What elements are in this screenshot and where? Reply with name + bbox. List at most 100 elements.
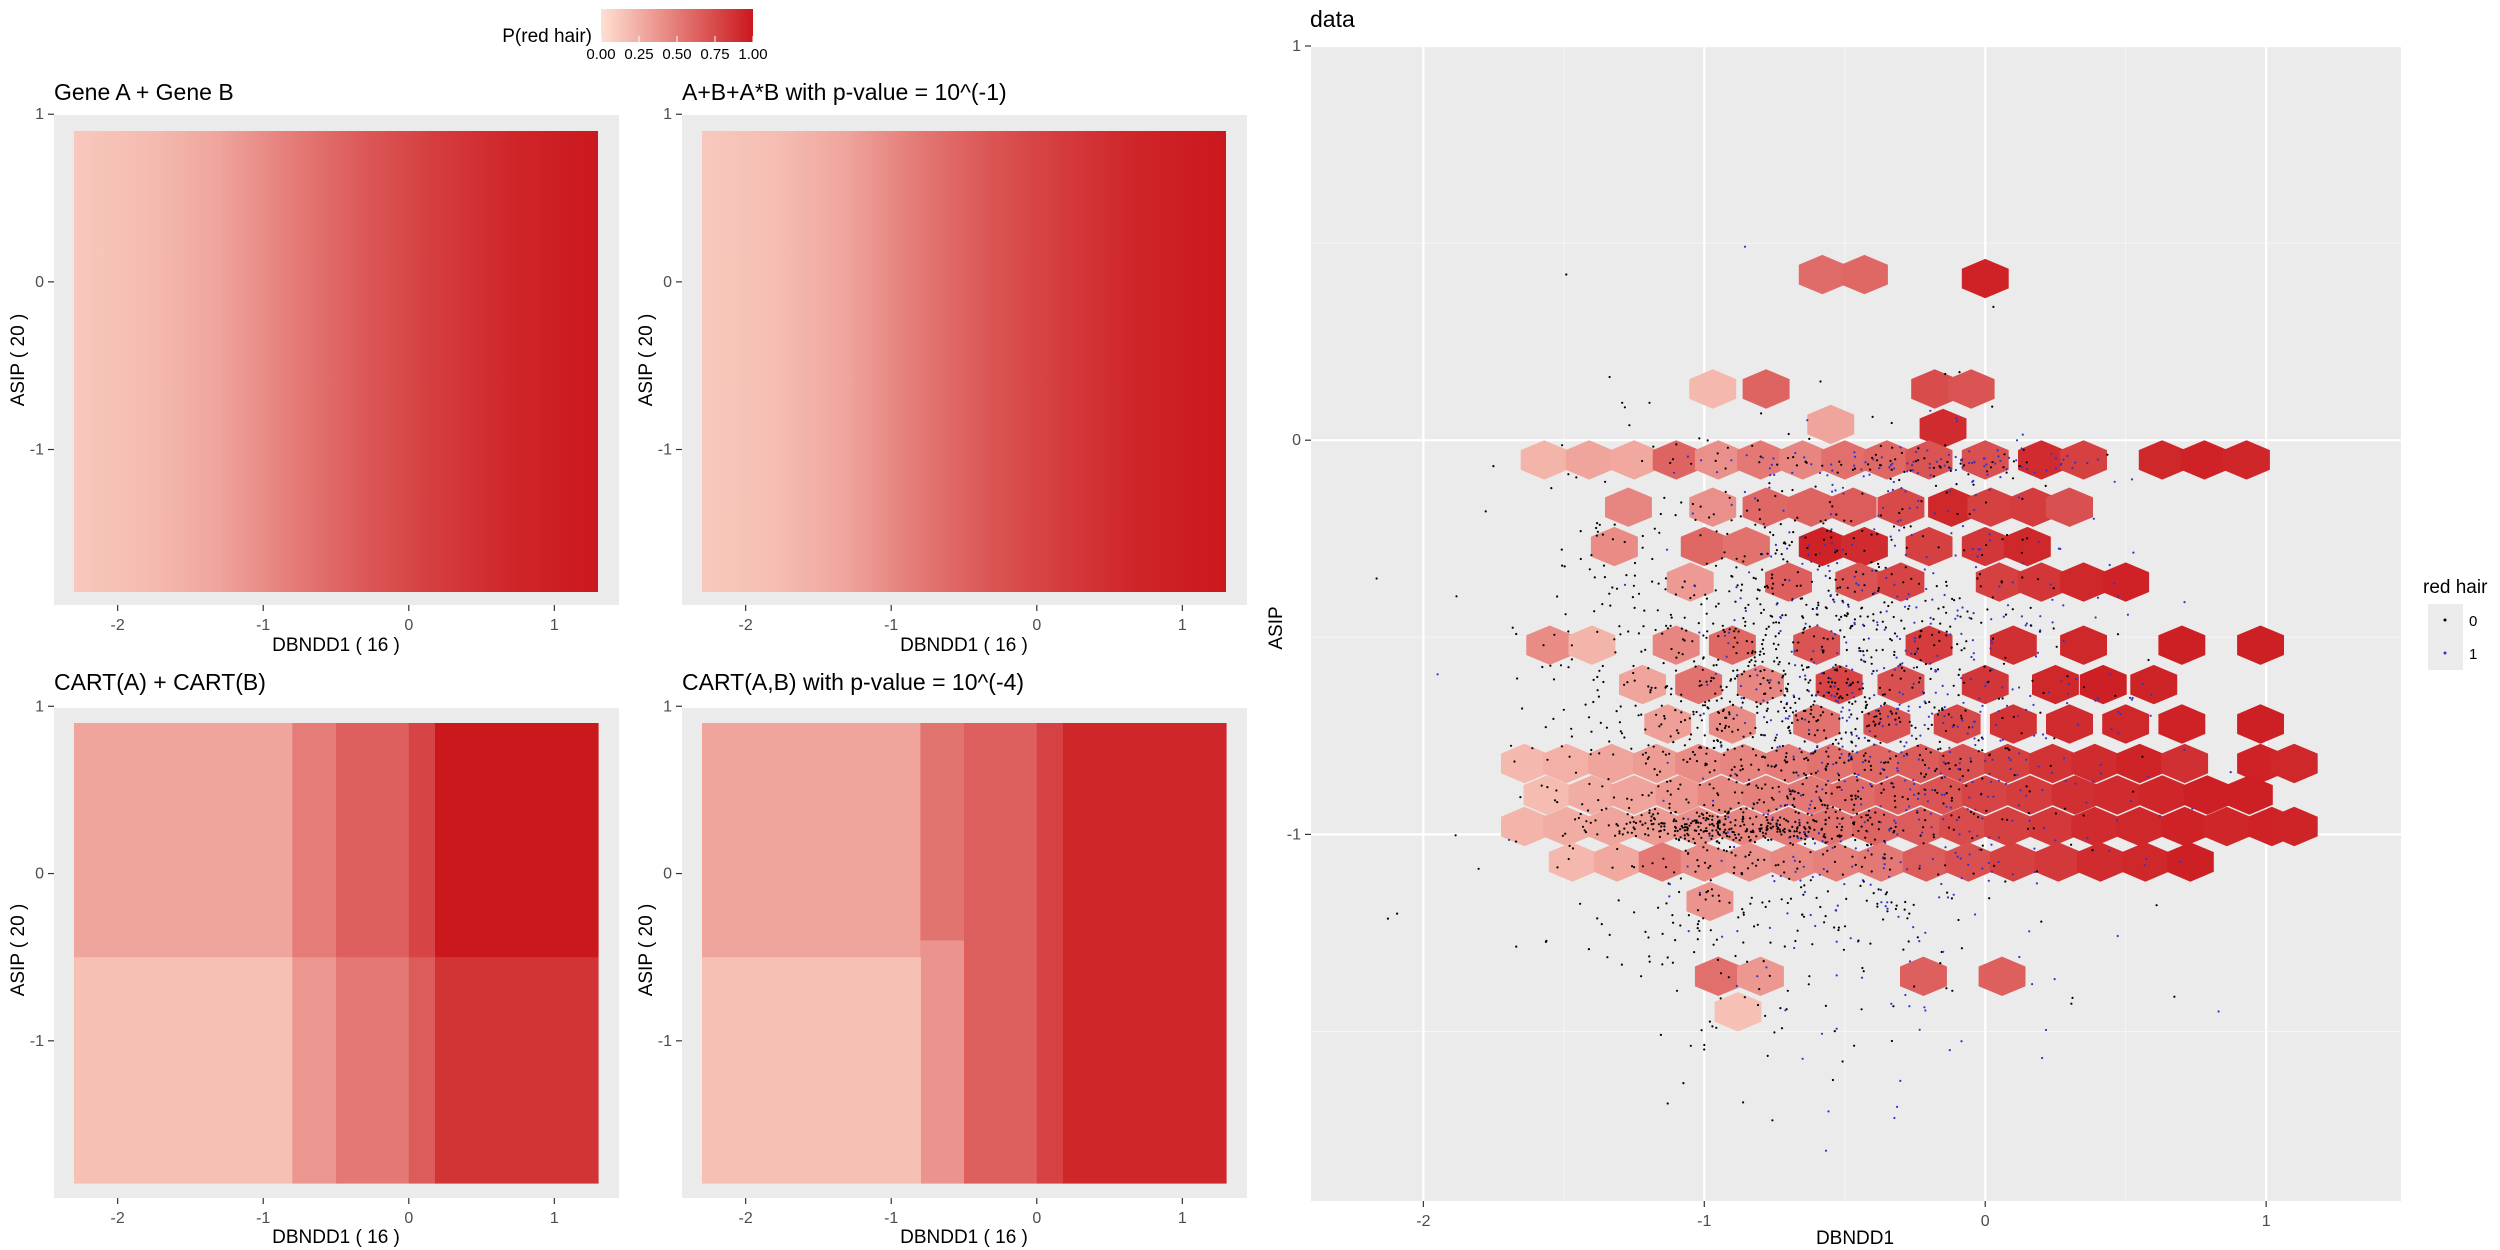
data-point <box>2108 563 2111 567</box>
data-point <box>1910 652 1913 655</box>
data-point <box>1723 634 1727 637</box>
data-point <box>1812 716 1815 719</box>
data-point <box>1770 765 1773 768</box>
data-point <box>1782 669 1785 672</box>
data-point <box>1843 519 1846 522</box>
data-point <box>1605 726 1608 729</box>
data-point <box>2006 704 2009 708</box>
data-point <box>1870 533 1873 536</box>
data-point <box>1990 780 1993 783</box>
data-point <box>1824 783 1828 786</box>
data-point <box>1877 828 1880 831</box>
data-point <box>1821 803 1824 806</box>
data-point <box>1763 858 1766 861</box>
data-point <box>1732 717 1735 720</box>
data-point <box>1917 459 1920 462</box>
data-point <box>1714 589 1717 592</box>
hexbin <box>2161 806 2209 847</box>
data-point <box>1985 463 1988 466</box>
data-point <box>1820 645 1824 648</box>
data-point <box>1883 863 1886 866</box>
data-point <box>1683 639 1686 642</box>
data-point <box>1989 466 1993 469</box>
x-axis-label: DBNDD1 ( 16 ) <box>900 635 1028 656</box>
data-point <box>1898 637 1902 641</box>
data-point <box>1816 745 1819 748</box>
data-point <box>1899 446 1902 449</box>
data-point <box>1940 776 1943 780</box>
data-point <box>1799 794 1803 797</box>
data-point <box>1663 825 1666 828</box>
data-point <box>1546 786 1549 789</box>
data-point <box>1876 533 1879 536</box>
data-point <box>1783 779 1786 782</box>
x-axis-label: DBNDD1 ( 16 ) <box>272 635 400 656</box>
data-point <box>1736 693 1739 697</box>
data-point <box>1955 417 1958 420</box>
data-point <box>1870 853 1873 856</box>
data-point <box>1825 750 1828 753</box>
data-point <box>1893 632 1897 635</box>
data-point <box>1788 836 1791 839</box>
data-point <box>1735 714 1739 717</box>
data-point <box>1603 576 1606 579</box>
data-point <box>1848 701 1851 704</box>
data-point <box>1910 577 1913 581</box>
data-point <box>1960 649 1963 652</box>
data-point <box>1618 721 1621 724</box>
data-point <box>1884 841 1887 844</box>
data-point <box>1871 823 1874 826</box>
data-point <box>1811 875 1814 879</box>
data-point <box>1987 680 1990 683</box>
data-point <box>1841 716 1844 720</box>
data-point <box>1652 745 1655 748</box>
data-point <box>1835 825 1839 829</box>
hexbin <box>1911 369 1959 409</box>
hexbin <box>2046 704 2093 744</box>
data-point <box>1669 693 1673 696</box>
data-point <box>1792 855 1795 859</box>
data-point <box>1695 760 1698 763</box>
data-point <box>1949 750 1952 754</box>
data-point <box>1784 755 1788 759</box>
data-point <box>1944 762 1947 765</box>
data-point <box>1669 811 1672 814</box>
data-point <box>1560 548 1563 551</box>
x-tick-label: 0 <box>1981 1213 1990 1230</box>
data-point <box>1777 826 1780 830</box>
data-point <box>1866 649 1869 652</box>
data-point <box>1727 725 1730 728</box>
data-point <box>1887 490 1890 493</box>
data-point <box>1891 462 1894 465</box>
x-tick-label: -1 <box>1697 1213 1711 1230</box>
data-point <box>2132 790 2135 793</box>
data-point <box>1841 548 1844 552</box>
data-point <box>1707 866 1710 870</box>
data-point <box>1823 729 1826 732</box>
data-point <box>1781 720 1784 723</box>
data-point <box>1854 797 1857 800</box>
data-point <box>1740 589 1743 592</box>
data-point <box>2145 858 2148 861</box>
data-point <box>1759 650 1762 653</box>
data-point <box>2005 467 2008 471</box>
data-point <box>1962 701 1965 704</box>
data-point <box>1704 762 1707 765</box>
data-point <box>1949 625 1952 628</box>
data-point <box>1921 535 1925 538</box>
data-point <box>1633 561 1637 565</box>
data-point <box>1783 706 1786 710</box>
data-point <box>1838 834 1841 837</box>
data-point <box>1564 832 1567 835</box>
data-point <box>1729 774 1732 777</box>
data-point <box>1613 523 1616 526</box>
data-point <box>1936 713 1940 716</box>
data-point <box>1850 713 1853 716</box>
data-point <box>1957 673 1960 677</box>
data-point <box>1826 691 1829 694</box>
data-point <box>1766 552 1769 555</box>
y-tick-label: 1 <box>35 106 44 123</box>
data-point <box>1791 488 1794 492</box>
data-point <box>1973 461 1976 464</box>
data-point <box>1796 719 1799 722</box>
